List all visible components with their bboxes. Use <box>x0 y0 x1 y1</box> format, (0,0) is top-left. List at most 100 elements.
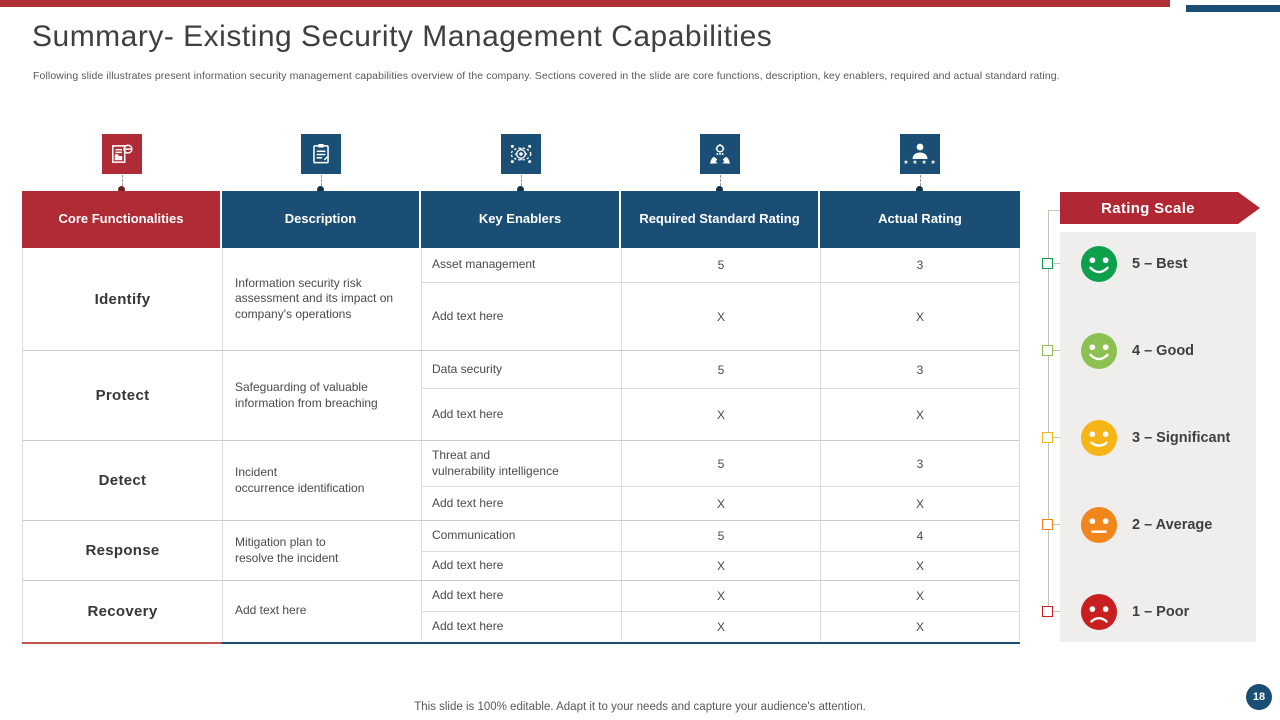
column-header-required-standard-rating: Required Standard Rating <box>621 191 820 248</box>
rating-connector-line <box>1049 210 1060 211</box>
person-rating-icon: ★ ★ ★ ★ <box>900 134 940 174</box>
enabler-row: Add text here X X <box>422 581 1019 611</box>
required-rating-cell: 5 <box>622 248 821 282</box>
rating-connector-line <box>1048 210 1049 612</box>
enabler-cell: Add text here <box>422 487 622 520</box>
table-row: Recovery Add text here Add text here X X… <box>23 581 1019 641</box>
rating-connector-tick <box>1053 263 1060 264</box>
footer-note: This slide is 100% editable. Adapt it to… <box>414 701 866 713</box>
enabler-row: Add text here X X <box>422 486 1019 520</box>
rating-item: 3 – Significant <box>1080 416 1230 460</box>
function-cell: Protect <box>23 351 223 440</box>
rating-item: 4 – Good <box>1080 329 1194 373</box>
enabler-row: Add text here X X <box>422 611 1019 641</box>
description-cell: Incident occurrence identification <box>223 441 422 520</box>
smiley-best-icon <box>1080 245 1118 283</box>
enabler-row: Asset management 5 3 <box>422 248 1019 282</box>
rating-scale-panel: 5 – Best 4 – Good 3 – Significant 2 – Av… <box>1060 232 1256 642</box>
required-rating-cell: X <box>622 283 821 350</box>
required-rating-cell: X <box>622 612 821 641</box>
column-header-description: Description <box>222 191 421 248</box>
column-header-core-functionalities: Core Functionalities <box>22 191 222 248</box>
rating-connector-square <box>1042 519 1053 530</box>
table-body: Identify Information security risk asses… <box>22 248 1020 641</box>
rating-connector-tick <box>1053 611 1060 612</box>
rating-label: 4 – Good <box>1132 343 1195 359</box>
enabler-row: Data security 5 3 <box>422 351 1019 388</box>
table-row: Identify Information security risk asses… <box>23 248 1019 351</box>
rating-scale-banner: Rating Scale <box>1060 192 1260 224</box>
table-bottom-accent-blue <box>222 642 1020 644</box>
enabler-cell: Data security <box>422 351 622 388</box>
enabler-cell: Asset management <box>422 248 622 282</box>
required-rating-cell: X <box>622 389 821 440</box>
rating-connector-tick <box>1053 524 1060 525</box>
top-accent-bar-red <box>0 0 1170 7</box>
enabler-cell: Threat and vulnerability intelligence <box>422 441 622 486</box>
connector-dot <box>716 186 723 193</box>
table-bottom-accent-red <box>22 642 222 644</box>
actual-rating-cell: X <box>915 407 924 422</box>
rating-item: 2 – Average <box>1080 503 1212 547</box>
enabler-cell: Add text here <box>422 389 622 440</box>
rating-connector-tick <box>1053 437 1060 438</box>
connector-dash <box>720 175 721 186</box>
table-header-row: Core Functionalities Description Key Ena… <box>22 191 1020 248</box>
capabilities-table: Core Functionalities Description Key Ena… <box>22 191 1020 641</box>
rating-item: 1 – Poor <box>1080 590 1189 634</box>
enabler-row: Add text here X X <box>422 388 1019 440</box>
connector-dot <box>517 186 524 193</box>
page-subtitle: Following slide illustrates present info… <box>33 70 1060 82</box>
report-analysis-icon <box>102 134 142 174</box>
description-cell: Add text here <box>223 581 422 641</box>
enabler-cell: Add text here <box>422 612 622 641</box>
actual-rating-cell: X <box>915 559 924 573</box>
connector-dot <box>317 186 324 193</box>
enabler-cell: Add text here <box>422 552 622 580</box>
page-title: Summary- Existing Security Management Ca… <box>32 20 773 53</box>
description-cell: Information security risk assessment and… <box>223 248 422 350</box>
rating-stars-glyph: ★ ★ ★ ★ <box>903 159 937 166</box>
page-number-badge: 18 <box>1246 684 1272 710</box>
function-cell: Detect <box>23 441 223 520</box>
table-row: Protect Safeguarding of valuable informa… <box>23 351 1019 441</box>
required-rating-cell: X <box>622 552 821 580</box>
enabler-cell: Add text here <box>422 283 622 350</box>
actual-rating-cell: 3 <box>916 362 924 377</box>
smiley-good-icon <box>1080 332 1118 370</box>
smiley-significant-icon <box>1080 419 1118 457</box>
actual-rating-cell: X <box>915 619 924 634</box>
connector-dash <box>122 175 123 186</box>
rating-label: 1 – Poor <box>1132 604 1190 620</box>
connector-dot <box>916 186 923 193</box>
connector-dash <box>321 175 322 186</box>
table-row: Detect Incident occurrence identificatio… <box>23 441 1019 521</box>
rating-label: 5 – Best <box>1132 256 1188 272</box>
smiley-poor-icon <box>1080 593 1118 631</box>
enabler-row: Communication 5 4 <box>422 521 1019 551</box>
function-cell: Recovery <box>23 581 223 641</box>
actual-rating-cell: 4 <box>916 529 924 543</box>
connector-dash <box>521 175 522 186</box>
required-rating-cell: X <box>622 487 821 520</box>
function-cell: Identify <box>23 248 223 350</box>
rating-item: 5 – Best <box>1080 242 1188 286</box>
rating-label: 2 – Average <box>1132 517 1213 533</box>
rating-connector-tick <box>1053 350 1060 351</box>
enabler-cell: Add text here <box>422 581 622 611</box>
actual-rating-cell: X <box>915 309 924 324</box>
gear-network-icon <box>501 134 541 174</box>
required-rating-cell: 5 <box>622 351 821 388</box>
top-accent-bar-blue <box>1186 5 1280 12</box>
connector-dash <box>920 175 921 186</box>
smiley-average-icon <box>1080 506 1118 544</box>
function-cell: Response <box>23 521 223 580</box>
enabler-cell: Communication <box>422 521 622 551</box>
rating-connector-square <box>1042 606 1053 617</box>
enabler-row: Add text here X X <box>422 551 1019 580</box>
description-cell: Mitigation plan to resolve the incident <box>223 521 422 580</box>
rating-connector-square <box>1042 432 1053 443</box>
actual-rating-cell: 3 <box>916 456 924 471</box>
rating-connector-square <box>1042 345 1053 356</box>
required-rating-cell: 5 <box>622 441 821 486</box>
